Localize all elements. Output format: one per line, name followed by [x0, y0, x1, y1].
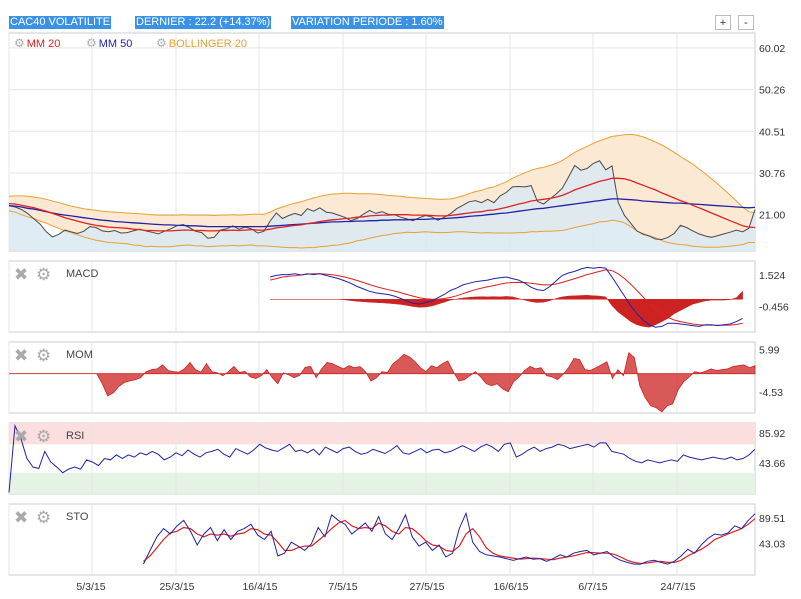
y-tick-label: 60.02 — [759, 43, 785, 55]
macd-controls: ✖ ⚙ MACD — [14, 265, 98, 284]
y-tick-label: -4.53 — [759, 387, 783, 399]
x-tick-label: 24/7/15 — [660, 581, 695, 593]
close-icon[interactable]: ✖ — [14, 346, 28, 365]
rsi-panel: 85.92 43.66 — [8, 422, 785, 495]
mom-y-ticks: 5.99 -4.53 — [759, 345, 783, 399]
legend-mm50[interactable]: ⚙ MM 50 — [86, 36, 132, 50]
close-icon[interactable]: ✖ — [14, 265, 28, 284]
y-tick-label: 43.66 — [759, 458, 785, 470]
x-tick-label: 6/7/15 — [578, 581, 607, 593]
macd-line — [269, 266, 743, 328]
y-tick-label: 1.524 — [759, 270, 785, 282]
macd-panel: 1.524 -0.456 — [8, 260, 789, 333]
y-tick-label: 30.76 — [759, 168, 785, 180]
mm50-line — [8, 198, 756, 228]
rsi-grid — [8, 423, 678, 494]
gear-icon[interactable]: ⚙ — [36, 427, 51, 446]
gear-icon[interactable]: ⚙ — [36, 346, 51, 365]
rsi-overbought-zone — [9, 423, 755, 445]
macd-y-ticks: 1.524 -0.456 — [759, 270, 789, 314]
macd-signal-line — [269, 269, 743, 326]
mom-label: MOM — [66, 349, 93, 361]
y-tick-label: -0.456 — [759, 302, 789, 314]
close-icon[interactable]: ✖ — [14, 427, 28, 446]
momentum-area — [9, 352, 756, 413]
rsi-y-ticks: 85.92 43.66 — [759, 428, 785, 470]
legend-bollinger[interactable]: ⚙ BOLLINGER 20 — [156, 36, 247, 50]
sto-y-ticks: 89.51 43.03 — [759, 513, 785, 550]
main-panel: 60.02 50.26 40.51 30.76 21.00 — [8, 32, 785, 252]
gear-icon[interactable]: ⚙ — [14, 36, 25, 50]
x-axis-labels: 5/3/15 25/3/15 16/4/15 7/5/15 27/5/15 16/6/15… — [76, 581, 695, 593]
zoom-out-button[interactable]: - — [738, 15, 754, 30]
last-value-label: DERNIER : 22.2 (+14.37%) — [135, 16, 272, 29]
rsi-controls: ✖ ⚙ RSI — [14, 427, 84, 446]
legend-mm20[interactable]: ⚙ MM 20 — [14, 36, 60, 50]
rsi-oversold-zone — [9, 472, 755, 494]
x-tick-label: 16/4/15 — [242, 581, 277, 593]
gear-icon[interactable]: ⚙ — [86, 36, 97, 50]
sto-label: STO — [66, 511, 89, 523]
x-tick-label: 16/6/15 — [493, 581, 528, 593]
y-tick-label: 21.00 — [759, 210, 785, 222]
gear-icon[interactable]: ⚙ — [36, 508, 51, 527]
zoom-in-button[interactable]: + — [715, 15, 731, 30]
rsi-label: RSI — [66, 430, 84, 442]
y-tick-label: 40.51 — [759, 126, 785, 138]
y-tick-label: 43.03 — [759, 538, 785, 550]
bollinger-upper-line — [8, 133, 756, 217]
x-tick-label: 25/3/15 — [159, 581, 194, 593]
macd-label: MACD — [66, 268, 98, 280]
y-tick-label: 5.99 — [759, 345, 780, 357]
bollinger-lower-line — [8, 210, 755, 249]
gear-icon[interactable]: ⚙ — [156, 36, 167, 50]
y-tick-label: 85.92 — [759, 428, 785, 440]
y-tick-label: 89.51 — [759, 513, 785, 525]
mm20-line — [8, 177, 756, 232]
main-y-ticks: 60.02 50.26 40.51 30.76 21.00 — [759, 43, 785, 222]
price-line — [8, 160, 756, 241]
stochastic-d-line — [143, 518, 756, 565]
sto-controls: ✖ ⚙ STO — [14, 508, 89, 527]
x-tick-label: 5/3/15 — [76, 581, 105, 593]
sto-panel: 89.51 43.03 — [8, 503, 785, 576]
mom-controls: ✖ ⚙ MOM — [14, 346, 93, 365]
mom-panel: 5.99 -4.53 — [8, 341, 783, 414]
gear-icon[interactable]: ⚙ — [36, 265, 51, 284]
sto-grid — [8, 504, 678, 575]
rsi-line — [8, 423, 756, 493]
x-tick-label: 27/5/15 — [409, 581, 444, 593]
y-tick-label: 50.26 — [759, 85, 785, 97]
x-tick-label: 7/5/15 — [328, 581, 357, 593]
stochastic-k-line — [142, 511, 756, 565]
chart-title: CAC40 VOLATILITE — [9, 16, 112, 29]
close-icon[interactable]: ✖ — [14, 508, 28, 527]
period-variation-label: VARIATION PERIODE : 1.60% — [291, 16, 444, 29]
price-area — [9, 160, 755, 251]
legend-mm20-label: MM 20 — [26, 38, 61, 50]
macd-histogram — [270, 290, 743, 328]
legend-mm50-label: MM 50 — [98, 38, 133, 50]
legend-bollinger-label: BOLLINGER 20 — [168, 38, 248, 50]
